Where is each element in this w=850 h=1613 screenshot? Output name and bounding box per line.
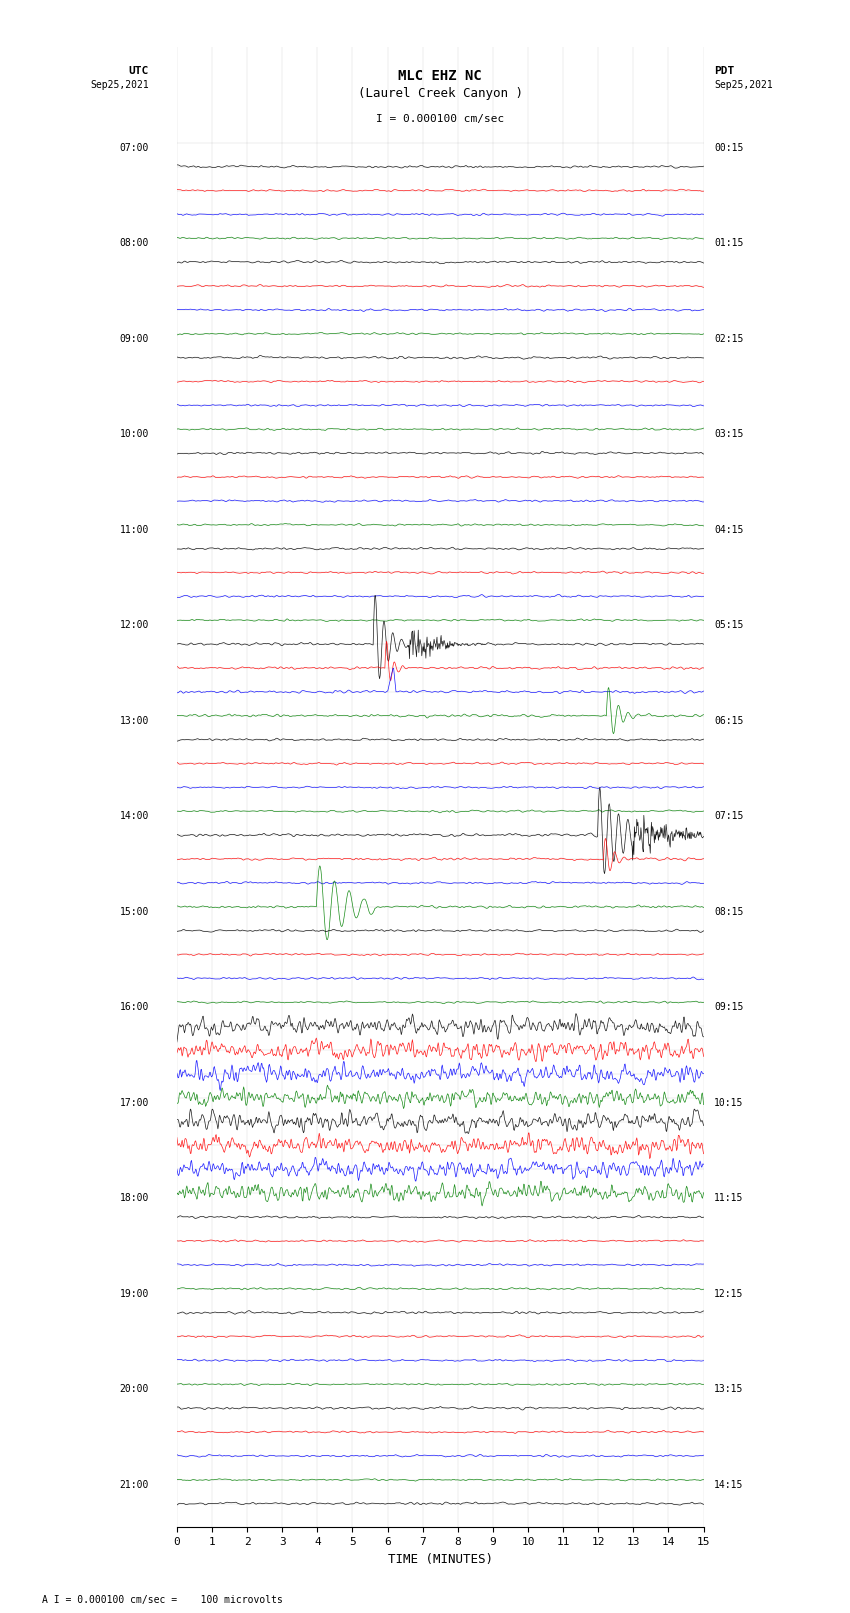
Text: 13:15: 13:15 [714, 1384, 744, 1394]
Text: 08:15: 08:15 [714, 907, 744, 916]
Text: PDT: PDT [714, 66, 734, 76]
Text: 17:00: 17:00 [119, 1098, 149, 1108]
Text: 09:15: 09:15 [714, 1002, 744, 1013]
Text: 03:15: 03:15 [714, 429, 744, 439]
Text: 04:15: 04:15 [714, 524, 744, 536]
Text: 07:00: 07:00 [119, 144, 149, 153]
Text: 19:00: 19:00 [119, 1289, 149, 1298]
Text: Sep25,2021: Sep25,2021 [714, 81, 773, 90]
Text: 11:15: 11:15 [714, 1194, 744, 1203]
Text: 12:00: 12:00 [119, 621, 149, 631]
Text: 14:00: 14:00 [119, 811, 149, 821]
Text: I = 0.000100 cm/sec: I = 0.000100 cm/sec [376, 113, 504, 124]
Text: A I = 0.000100 cm/sec =    100 microvolts: A I = 0.000100 cm/sec = 100 microvolts [42, 1595, 283, 1605]
Text: 10:00: 10:00 [119, 429, 149, 439]
Text: 13:00: 13:00 [119, 716, 149, 726]
Text: Sep25,2021: Sep25,2021 [90, 81, 149, 90]
Text: 00:15: 00:15 [714, 144, 744, 153]
Text: (Laurel Creek Canyon ): (Laurel Creek Canyon ) [358, 87, 523, 100]
Text: MLC EHZ NC: MLC EHZ NC [399, 69, 482, 84]
Text: 20:00: 20:00 [119, 1384, 149, 1394]
X-axis label: TIME (MINUTES): TIME (MINUTES) [388, 1553, 493, 1566]
Text: 14:15: 14:15 [714, 1479, 744, 1490]
Text: UTC: UTC [128, 66, 149, 76]
Text: 18:00: 18:00 [119, 1194, 149, 1203]
Text: 08:00: 08:00 [119, 239, 149, 248]
Text: 11:00: 11:00 [119, 524, 149, 536]
Text: 01:15: 01:15 [714, 239, 744, 248]
Text: 06:15: 06:15 [714, 716, 744, 726]
Text: 09:00: 09:00 [119, 334, 149, 344]
Text: 16:00: 16:00 [119, 1002, 149, 1013]
Text: 15:00: 15:00 [119, 907, 149, 916]
Text: 02:15: 02:15 [714, 334, 744, 344]
Text: 10:15: 10:15 [714, 1098, 744, 1108]
Text: 07:15: 07:15 [714, 811, 744, 821]
Text: 12:15: 12:15 [714, 1289, 744, 1298]
Text: 21:00: 21:00 [119, 1479, 149, 1490]
Text: 05:15: 05:15 [714, 621, 744, 631]
